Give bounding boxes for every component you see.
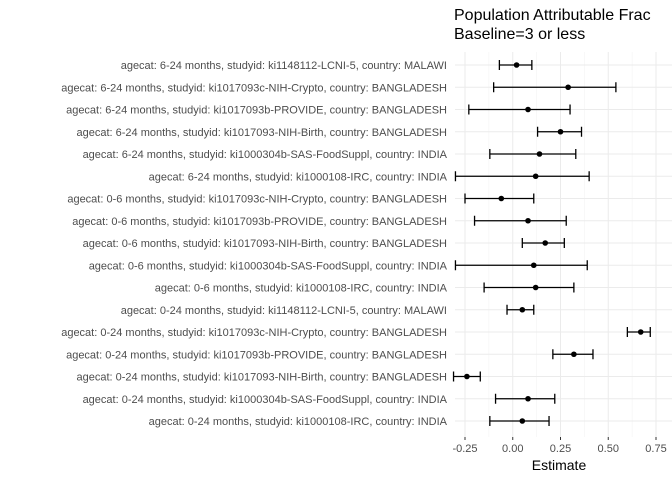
point-estimate [530,262,537,269]
x-axis-label: Estimate [532,457,587,473]
x-tick-label: 0.75 [645,443,666,455]
point-estimate [565,84,571,91]
category-label: agecat: 0-24 months, studyid: ki1017093-… [76,372,447,384]
category-label: agecat: 0-24 months, studyid: ki1148112-… [121,305,447,317]
x-tick-label: -0.25 [452,443,477,455]
point-estimate [571,351,577,358]
x-tick-label: 0.00 [502,443,523,455]
category-label: agecat: 6-24 months, studyid: ki1000108-… [149,171,448,183]
x-tick-label: 0.25 [550,443,571,455]
point-estimate [519,306,526,313]
point-estimate [637,329,644,335]
category-label: agecat: 0-6 months, studyid: ki1000304b-… [89,260,448,272]
x-tick-label: 0.50 [598,443,619,455]
category-label: agecat: 6-24 months, studyid: ki1017093b… [66,105,447,117]
category-label: agecat: 0-24 months, studyid: ki1000108-… [149,416,448,428]
point-estimate [513,62,520,68]
x-tick-labels: -0.25 0.00 0.25 0.50 0.75 [452,437,667,455]
category-label: agecat: 6-24 months, studyid: ki1000304b… [83,149,448,161]
category-label: agecat: 0-6 months, studyid: ki1017093c-… [67,194,447,206]
point-estimate [464,373,470,380]
category-label: agecat: 6-24 months, studyid: ki1017093-… [76,127,447,139]
point-estimate [498,195,505,202]
marks [452,60,651,426]
category-label: agecat: 6-24 months, studyid: ki1017093c… [61,82,447,94]
category-label: agecat: 0-6 months, studyid: ki1000108-I… [155,283,448,295]
point-estimate [542,240,549,246]
point-estimate [557,128,564,135]
y-tick-labels: agecat: 6-24 months, studyid: ki1148112-… [61,60,447,428]
category-label: agecat: 0-24 months, studyid: ki1017093b… [66,349,447,361]
panel-background [455,52,672,437]
point-estimate [519,418,526,424]
category-label: agecat: 6-24 months, studyid: ki1148112-… [121,60,447,72]
point-estimate [525,395,531,402]
category-label: agecat: 0-24 months, studyid: ki1000304b… [83,394,448,406]
category-label: agecat: 0-6 months, studyid: ki1017093-N… [83,238,447,250]
point-estimate [525,106,531,113]
category-label: agecat: 0-24 months, studyid: ki1017093c… [61,327,447,339]
point-estimate [536,151,543,157]
point-estimate [532,173,539,180]
point-estimate [525,217,531,224]
chart-title-line-2: Baseline=3 or less [454,26,585,43]
category-label: agecat: 0-6 months, studyid: ki1017093b-… [72,216,447,228]
point-estimate [532,284,539,291]
chart-title-line-1: Population Attributable Frac [454,7,651,24]
